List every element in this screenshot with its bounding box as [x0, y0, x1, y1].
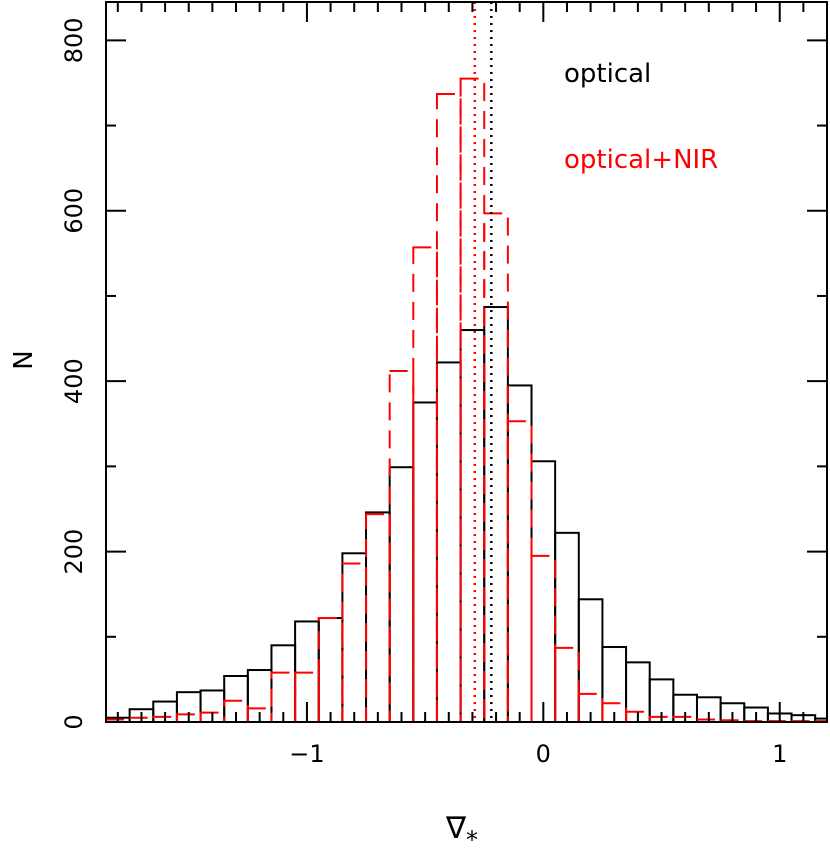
optical-bar-16: [483, 306, 509, 723]
axes: [105, 1, 828, 723]
x-tick-label: 1: [772, 740, 787, 768]
y-tick-label: 200: [60, 529, 88, 575]
optical-bar-15: [459, 329, 486, 723]
y-tick-label: 600: [60, 188, 88, 234]
series-optical-nir: [105, 77, 828, 724]
optical-nir-bar-12: [388, 369, 415, 723]
optical-nir-bar-13: [412, 246, 438, 723]
optical-bar-18: [530, 460, 557, 723]
optical-bar-14: [435, 361, 462, 723]
optical-bar-12: [388, 466, 415, 723]
optical-bar-17: [506, 384, 533, 723]
optical-bar-10: [341, 552, 368, 723]
y-tick-label: 0: [60, 714, 88, 729]
legend-optical: optical: [564, 59, 651, 89]
optical-nir-bar-6: [246, 707, 273, 724]
optical-nir-bar-10: [341, 562, 368, 723]
plot-frame: [105, 1, 828, 723]
plot-area: [105, 2, 828, 724]
optical-bar-7: [270, 644, 297, 723]
y-axis-label: N: [9, 350, 39, 369]
optical-nir-bar-16: [483, 212, 509, 724]
series-optical: [105, 306, 828, 724]
optical-nir-bar-11: [365, 513, 391, 723]
legend-optical-nir: optical+NIR: [564, 145, 718, 175]
x-tick-label: −1: [289, 740, 324, 768]
x-axis-label-subscript: *: [466, 826, 478, 853]
optical-bar-20: [577, 598, 604, 723]
optical-nir-bar-19: [554, 646, 580, 723]
x-axis-label-symbol: ∇: [445, 811, 467, 846]
x-tick-label: 0: [536, 740, 551, 768]
optical-nir-bar-17: [506, 420, 533, 723]
optical-bar-13: [412, 401, 438, 723]
optical-bar-11: [365, 511, 391, 723]
x-axis-label: ∇*: [445, 811, 478, 853]
median-lines: [473, 2, 493, 722]
ticks: 0 200 400 600 800 −1 0 1: [60, 2, 828, 768]
optical-nir-bar-18: [530, 554, 557, 723]
optical-bar-9: [317, 617, 344, 724]
y-tick-label: 400: [60, 358, 88, 404]
optical-bar-21: [601, 646, 628, 724]
optical-nir-bar-9: [317, 617, 344, 724]
optical-nir-bar-14: [435, 93, 462, 723]
y-tick-label: 800: [60, 17, 88, 63]
optical-bar-19: [554, 531, 580, 723]
optical-nir-bar-15: [459, 77, 486, 723]
